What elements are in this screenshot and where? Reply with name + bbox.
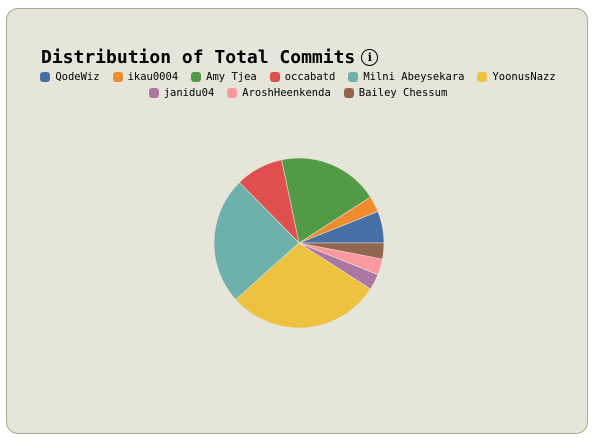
legend-row-1: QodeWiz ikau0004 Amy Tjea occabatd Milni…	[40, 71, 556, 83]
legend-swatch	[112, 72, 123, 82]
legend-label: AroshHeenkenda	[242, 87, 331, 99]
legend-item-qodewiz[interactable]: QodeWiz	[40, 71, 100, 83]
pie-slice-yoonusnazz[interactable]	[235, 242, 371, 329]
legend-item-milni-abeysekara[interactable]: Milni Abeysekara	[348, 71, 464, 83]
pie-slice-amy-tjea[interactable]	[281, 157, 371, 244]
legend-label: Milni Abeysekara	[363, 71, 465, 83]
legend-label: Amy Tjea	[206, 71, 257, 83]
pie-chart	[213, 157, 385, 329]
legend-item-bailey-chessum[interactable]: Bailey Chessum	[343, 87, 448, 99]
legend-item-yoonusnazz[interactable]: YoonusNazz	[477, 71, 556, 83]
legend-swatch	[40, 72, 51, 82]
legend-swatch	[477, 72, 488, 82]
legend: QodeWiz ikau0004 Amy Tjea occabatd Milni…	[7, 71, 589, 99]
pie-slice-bailey-chessum[interactable]	[298, 242, 385, 260]
legend-item-occabatd[interactable]: occabatd	[269, 71, 336, 83]
pie-slice-milni-abeysekara[interactable]	[213, 181, 300, 301]
legend-label: Bailey Chessum	[358, 87, 448, 99]
legend-label: ikau0004	[127, 71, 179, 83]
title-row: Distribution of Total Commits i	[41, 47, 379, 68]
legend-swatch	[343, 88, 354, 98]
legend-label: YoonusNazz	[492, 71, 556, 83]
legend-label: janidu04	[163, 87, 215, 99]
legend-label: occabatd	[284, 71, 336, 83]
chart-title: Distribution of Total Commits	[41, 47, 356, 68]
info-icon[interactable]: i	[361, 49, 379, 66]
legend-swatch	[269, 72, 280, 82]
legend-swatch	[348, 72, 359, 82]
legend-label: QodeWiz	[55, 71, 100, 83]
legend-item-aroshheenkenda[interactable]: AroshHeenkenda	[227, 87, 331, 99]
legend-swatch	[227, 88, 238, 98]
legend-item-amy-tjea[interactable]: Amy Tjea	[191, 71, 257, 83]
legend-item-ikau0004[interactable]: ikau0004	[112, 71, 179, 83]
legend-row-2: janidu04 AroshHeenkenda Bailey Chessum	[148, 87, 448, 99]
chart-card: Distribution of Total Commits i QodeWiz …	[6, 8, 588, 434]
legend-swatch	[148, 88, 159, 98]
legend-swatch	[191, 72, 202, 82]
legend-item-janidu04[interactable]: janidu04	[148, 87, 215, 99]
